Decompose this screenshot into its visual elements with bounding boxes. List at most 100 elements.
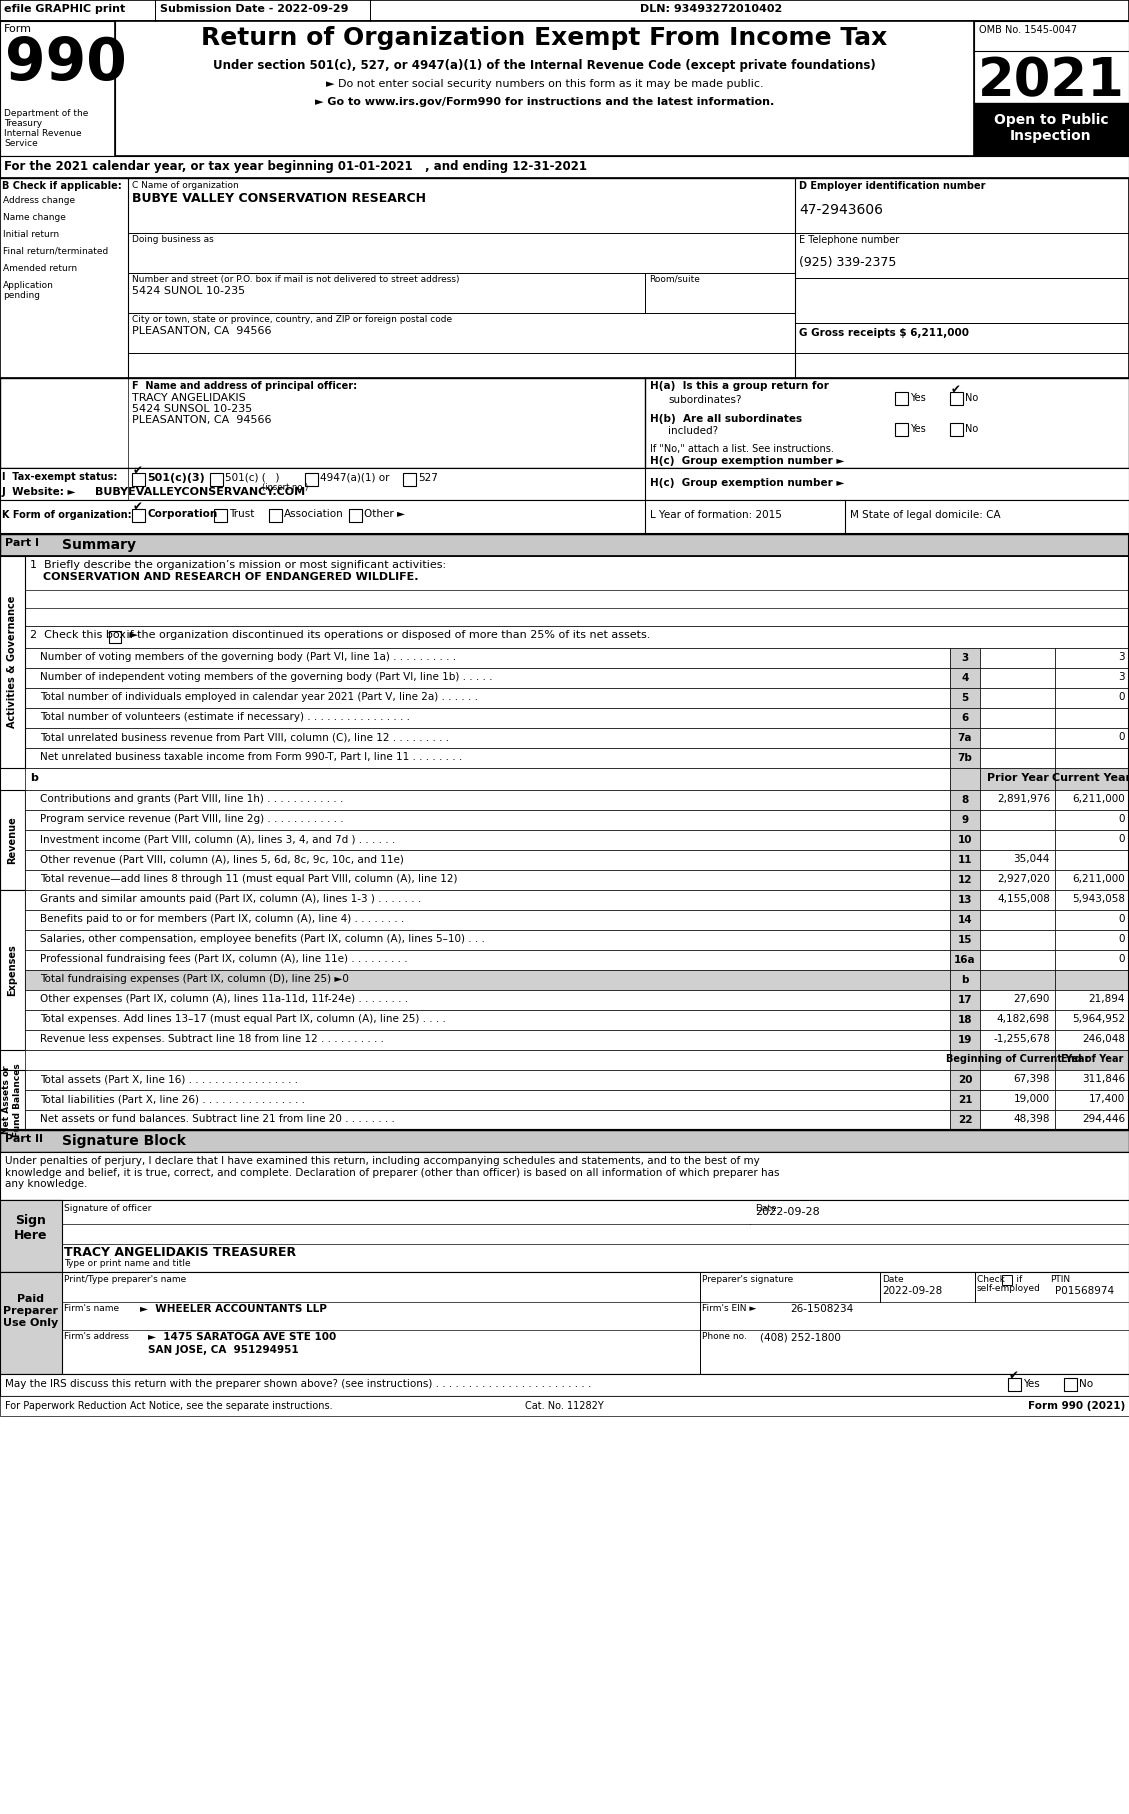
Text: 17,400: 17,400 [1088, 1094, 1124, 1105]
Text: Address change: Address change [3, 196, 76, 205]
Text: TRACY ANGELIDAKIS: TRACY ANGELIDAKIS [132, 394, 246, 403]
Bar [25, 668, 949, 688]
Text: ✔: ✔ [133, 501, 143, 513]
Text: Part I: Part I [5, 539, 40, 548]
Bar [1054, 767, 1129, 791]
Bar [0, 22, 1129, 156]
Bar [949, 891, 980, 911]
Text: ►  1475 SARATOGA AVE STE 100: ► 1475 SARATOGA AVE STE 100 [148, 1331, 336, 1342]
Text: 246,048: 246,048 [1082, 1034, 1124, 1045]
Bar [1054, 791, 1129, 811]
Bar [1054, 1090, 1129, 1110]
Text: ► Go to www.irs.gov/Form990 for instructions and the latest information.: ► Go to www.irs.gov/Form990 for instruct… [315, 96, 774, 107]
Text: PLEASANTON, CA  94566: PLEASANTON, CA 94566 [132, 415, 271, 424]
Text: Beginning of Current Year: Beginning of Current Year [946, 1054, 1089, 1065]
Text: -1,255,678: -1,255,678 [994, 1034, 1050, 1045]
Bar [949, 791, 980, 811]
Text: Firm's EIN ►: Firm's EIN ► [702, 1304, 756, 1313]
Bar [949, 1010, 980, 1030]
Bar [25, 707, 949, 727]
Text: 48,398: 48,398 [1014, 1114, 1050, 1125]
Bar [980, 767, 1054, 791]
Text: Phone no.: Phone no. [702, 1331, 747, 1341]
Text: Corporation: Corporation [147, 510, 217, 519]
Text: PLEASANTON, CA  94566: PLEASANTON, CA 94566 [132, 327, 271, 336]
Text: Expenses: Expenses [7, 943, 17, 996]
Text: ✔: ✔ [951, 383, 961, 395]
Text: Yes: Yes [1023, 1379, 1040, 1390]
Bar [949, 423, 963, 435]
Text: Form 990 (2021): Form 990 (2021) [1027, 1400, 1124, 1411]
Text: 990: 990 [5, 34, 126, 93]
Text: 0: 0 [1119, 814, 1124, 824]
Bar [980, 1030, 1054, 1050]
Text: ✔: ✔ [133, 464, 143, 477]
Text: Department of the: Department of the [5, 109, 88, 118]
Text: 21,894: 21,894 [1088, 994, 1124, 1003]
Text: 5424 SUNOL 10-235: 5424 SUNOL 10-235 [132, 287, 245, 296]
Text: Revenue: Revenue [7, 816, 17, 863]
Text: Check    if: Check if [977, 1275, 1022, 1284]
Bar [1054, 1010, 1129, 1030]
Text: D Employer identification number: D Employer identification number [799, 181, 986, 190]
Text: 10: 10 [957, 834, 972, 845]
Bar [1054, 1110, 1129, 1130]
Text: 1  Briefly describe the organization’s mission or most significant activities:: 1 Briefly describe the organization’s mi… [30, 561, 446, 570]
Text: Firm's address: Firm's address [64, 1331, 129, 1341]
Text: efile GRAPHIC print: efile GRAPHIC print [5, 4, 125, 15]
Bar [0, 891, 25, 1050]
Text: Preparer's signature: Preparer's signature [702, 1275, 794, 1284]
Text: 3: 3 [962, 653, 969, 662]
Bar [980, 1090, 1054, 1110]
Text: 4,155,008: 4,155,008 [997, 894, 1050, 903]
Bar [25, 1010, 949, 1030]
Text: No: No [965, 424, 978, 434]
Bar [0, 1201, 1129, 1272]
Text: K Form of organization:: K Form of organization: [2, 510, 132, 521]
Bar [980, 791, 1054, 811]
Text: Summary: Summary [62, 539, 135, 551]
Text: 14: 14 [957, 914, 972, 925]
Bar [0, 468, 1129, 501]
Text: Current Year: Current Year [1052, 773, 1129, 784]
Bar [1054, 747, 1129, 767]
Text: End of Year: End of Year [1061, 1054, 1123, 1065]
Text: Print/Type preparer's name: Print/Type preparer's name [64, 1275, 186, 1284]
Text: Amended return: Amended return [3, 265, 77, 272]
Text: Other revenue (Part VIII, column (A), lines 5, 6d, 8c, 9c, 10c, and 11e): Other revenue (Part VIII, column (A), li… [40, 854, 404, 863]
Bar [1054, 668, 1129, 688]
Text: subordinates?: subordinates? [668, 395, 742, 405]
Text: Investment income (Part VIII, column (A), lines 3, 4, and 7d ) . . . . . .: Investment income (Part VIII, column (A)… [40, 834, 395, 844]
Text: 9: 9 [962, 814, 969, 825]
Text: 5424 SUNSOL 10-235: 5424 SUNSOL 10-235 [132, 405, 252, 414]
Text: 311,846: 311,846 [1082, 1074, 1124, 1085]
Text: 294,446: 294,446 [1082, 1114, 1124, 1125]
Bar [0, 501, 1129, 533]
Text: M State of legal domicile: CA: M State of legal domicile: CA [850, 510, 1000, 521]
Text: Paid
Preparer
Use Only: Paid Preparer Use Only [3, 1295, 59, 1328]
Text: E Telephone number: E Telephone number [799, 236, 900, 245]
Text: BUBYEVALLEYCONSERVANCY.COM: BUBYEVALLEYCONSERVANCY.COM [95, 486, 305, 497]
Bar [1054, 911, 1129, 931]
Text: 501(c) (   ): 501(c) ( ) [225, 473, 280, 483]
Bar [949, 767, 980, 791]
Text: L Year of formation: 2015: L Year of formation: 2015 [650, 510, 782, 521]
Bar [980, 851, 1054, 871]
Text: No: No [1079, 1379, 1093, 1390]
Text: 27,690: 27,690 [1014, 994, 1050, 1003]
Text: 6,211,000: 6,211,000 [1073, 874, 1124, 883]
Text: Net assets or fund balances. Subtract line 21 from line 20 . . . . . . . .: Net assets or fund balances. Subtract li… [40, 1114, 395, 1125]
Bar [25, 727, 949, 747]
Bar [25, 911, 949, 931]
Bar [1054, 871, 1129, 891]
Bar [895, 423, 908, 435]
Text: Program service revenue (Part VIII, line 2g) . . . . . . . . . . . .: Program service revenue (Part VIII, line… [40, 814, 343, 824]
Bar [949, 747, 980, 767]
Bar [25, 990, 949, 1010]
Text: 5,943,058: 5,943,058 [1073, 894, 1124, 903]
Bar [949, 951, 980, 970]
Text: Internal Revenue: Internal Revenue [5, 129, 81, 138]
Text: P01568974: P01568974 [1054, 1286, 1114, 1295]
Text: 6,211,000: 6,211,000 [1073, 795, 1124, 804]
Text: ► Do not enter social security numbers on this form as it may be made public.: ► Do not enter social security numbers o… [325, 80, 763, 89]
